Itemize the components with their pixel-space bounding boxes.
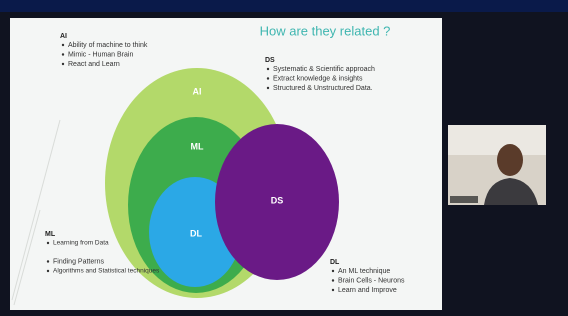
bullet [47,260,49,262]
note-item: Learn and Improve [338,287,397,294]
bullet [332,270,334,272]
bullet [62,53,64,55]
note-item: Ability of machine to think [68,42,148,49]
note-item: Mimic - Human Brain [68,51,133,58]
note-item: Algorithms and Statistical techniques [53,268,160,275]
circle-label: AI [193,86,202,96]
bullet [267,68,269,70]
note-item: Structured & Unstructured Data. [273,85,373,92]
note-item: Extract knowledge & insights [273,75,363,82]
bullet [47,242,49,244]
note-heading: DS [265,57,275,64]
bullet [47,270,49,272]
top-bar [0,0,568,12]
note-item: Finding Patterns [53,258,104,265]
page: How are they related ? AI ML DL DS AIAbi… [0,0,568,316]
circle-label: DL [190,228,202,238]
note-heading: DL [330,259,340,266]
bullet [62,63,64,65]
bullet [267,87,269,89]
note-item: Learning from Data [53,240,109,247]
circle-label: DS [271,195,284,205]
webcam-label [450,196,478,203]
bullet [332,279,334,281]
bullet [332,289,334,291]
person-head [497,144,523,176]
webcam-wall [448,125,546,155]
bullet [267,77,269,79]
circle-label: ML [191,141,204,151]
note-heading: ML [45,231,56,238]
note-heading: AI [60,33,67,40]
bullet [62,44,64,46]
slide-title: How are they related ? [260,23,391,38]
note-item: Brain Cells - Neurons [338,277,405,284]
screen: How are they related ? AI ML DL DS AIAbi… [0,0,568,316]
note-item: An ML technique [338,268,390,275]
note-item: React and Learn [68,61,120,68]
note-item: Systematic & Scientific approach [273,66,375,73]
